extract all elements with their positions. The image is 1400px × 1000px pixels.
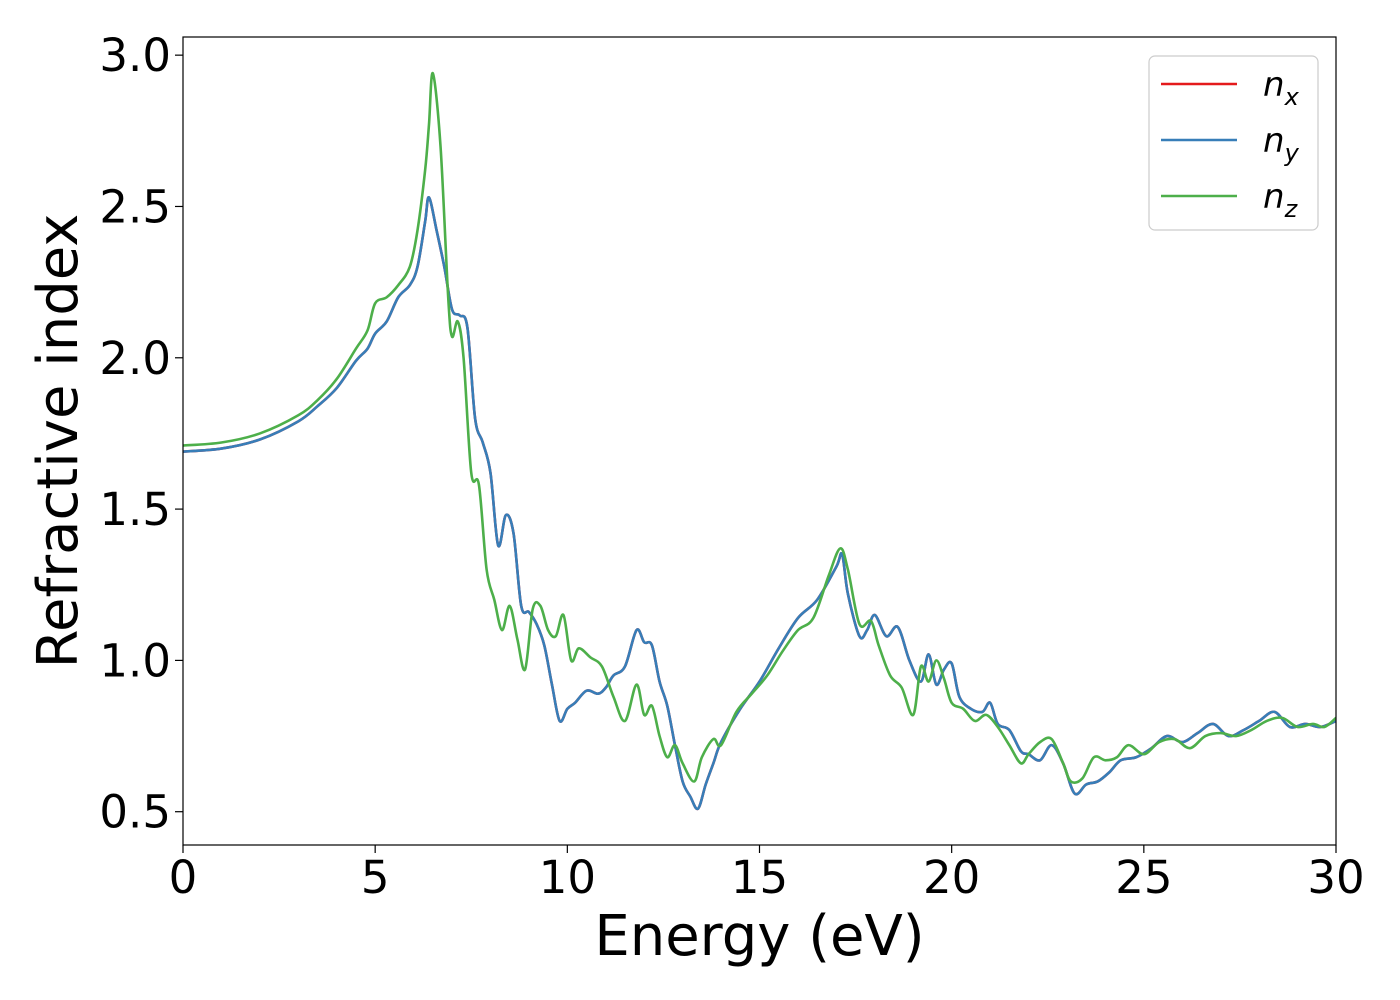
y-tick-label: 2.5 xyxy=(99,180,171,233)
legend-label-n-x: nx xyxy=(1263,65,1300,111)
x-tick-label: 20 xyxy=(923,851,980,904)
y-tick-label: 3.0 xyxy=(99,29,171,82)
legend: nx ny nz xyxy=(1148,55,1319,231)
y-tick-label: 1.5 xyxy=(99,483,171,536)
x-axis-title: Energy (eV) xyxy=(594,904,924,969)
plot-frame xyxy=(182,36,1337,846)
legend-label-n-z: nz xyxy=(1263,177,1299,223)
x-tick-label: 5 xyxy=(361,851,390,904)
x-tick-label: 0 xyxy=(169,851,198,904)
x-tick-label: 15 xyxy=(731,851,788,904)
x-tick-label: 30 xyxy=(1307,851,1364,904)
series-line-n-z xyxy=(183,71,1336,784)
series-lines xyxy=(183,71,1336,811)
x-tick-label: 25 xyxy=(1115,851,1172,904)
y-tick-label: 0.5 xyxy=(99,786,171,839)
y-tick-label: 1.0 xyxy=(99,634,171,687)
axis-ticks: 0 5 10 15 20 25 30 0.5 1.0 1.5 2.0 2.5 3.0 xyxy=(99,29,1364,904)
x-tick-label: 10 xyxy=(539,851,596,904)
y-tick-label: 2.0 xyxy=(99,332,171,385)
legend-frame xyxy=(1148,55,1319,231)
y-axis-title: Refractive index xyxy=(26,214,91,669)
legend-label-n-y: ny xyxy=(1263,121,1300,167)
